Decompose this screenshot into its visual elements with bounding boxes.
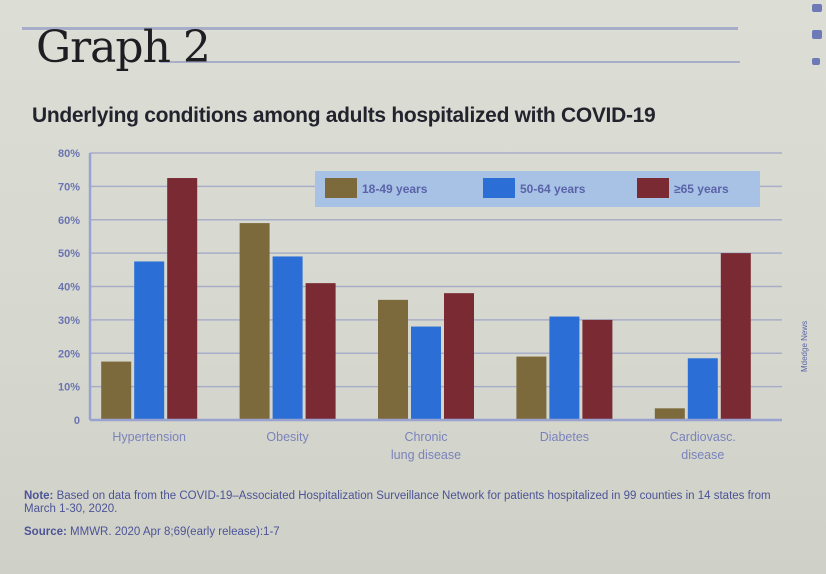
- x-tick-label: disease: [681, 448, 724, 462]
- source-label: Source:: [24, 526, 67, 538]
- gridlines: [90, 152, 782, 388]
- title-rule-top: [22, 27, 738, 30]
- bar-2-chronic-lung-disease: [411, 326, 441, 420]
- title-rule-bottom: [160, 61, 740, 63]
- note-text: Based on data from the COVID-19–Associat…: [24, 490, 771, 515]
- bar-3-diabetes: [582, 319, 613, 420]
- y-tick-label: 20%: [58, 348, 80, 360]
- legend-box: [315, 171, 760, 207]
- page-edge-mark: [812, 4, 822, 12]
- source: Source: MMWR. 2020 Apr 8;69(early releas…: [24, 526, 280, 538]
- graph-title: Graph 2: [36, 22, 211, 73]
- chart-title: Underlying conditions among adults hospi…: [32, 104, 656, 127]
- bar-3-obesity: [305, 283, 336, 420]
- y-tick-label: 10%: [58, 382, 80, 394]
- y-tick-label: 70%: [58, 181, 80, 193]
- bar-1-obesity: [239, 223, 270, 420]
- x-axis: Hypertension Obesity Chronic lung disease Di…: [90, 418, 782, 462]
- legend-label: ≥65 years: [674, 182, 729, 196]
- y-axis: 0 10% 20% 30% 40% 50% 60% 70% 80%: [58, 148, 92, 427]
- legend-swatch: [325, 178, 357, 198]
- bar-1-hypertension: [101, 361, 132, 420]
- legend-label: 18-49 years: [362, 182, 428, 196]
- bar-2-obesity: [272, 256, 303, 420]
- bar-1-cardiovasc-disease: [654, 408, 685, 420]
- y-tick-label: 80%: [58, 148, 80, 160]
- legend: 18-49 years 50-64 years ≥65 years: [315, 171, 760, 207]
- y-tick-label: 0: [74, 415, 80, 427]
- y-tick-label: 30%: [58, 315, 80, 327]
- y-tick-label: 40%: [58, 282, 80, 294]
- bar-3-cardiovasc-disease: [720, 253, 751, 420]
- note: Note: Based on data from the COVID-19–As…: [24, 490, 804, 516]
- bar-2-hypertension: [134, 261, 165, 420]
- legend-swatch: [637, 178, 669, 198]
- x-tick-label: lung disease: [391, 448, 461, 462]
- bar-2-cardiovasc-disease: [687, 358, 718, 420]
- x-tick-label: Cardiovasc.: [670, 430, 736, 444]
- x-tick-label: Obesity: [266, 430, 309, 444]
- x-tick-label: Chronic: [404, 430, 447, 444]
- bar-3-hypertension: [167, 178, 198, 420]
- bar-3-chronic-lung-disease: [444, 293, 474, 420]
- note-label: Note:: [24, 490, 54, 502]
- bar-2-diabetes: [549, 316, 580, 420]
- page-edge-mark: [812, 30, 822, 39]
- bar-1-diabetes: [516, 356, 547, 420]
- legend-swatch: [483, 178, 515, 198]
- y-tick-label: 50%: [58, 248, 80, 260]
- x-tick-label: Hypertension: [112, 430, 186, 444]
- bars: [101, 178, 751, 420]
- x-tick-label: Diabetes: [540, 430, 589, 444]
- credit-text: Mdedge News: [800, 320, 809, 372]
- bar-1-chronic-lung-disease: [378, 299, 408, 420]
- source-text: MMWR. 2020 Apr 8;69(early release):1-7: [70, 526, 280, 538]
- page-edge-mark: [812, 58, 820, 65]
- y-tick-label: 60%: [58, 215, 80, 227]
- legend-label: 50-64 years: [520, 182, 586, 196]
